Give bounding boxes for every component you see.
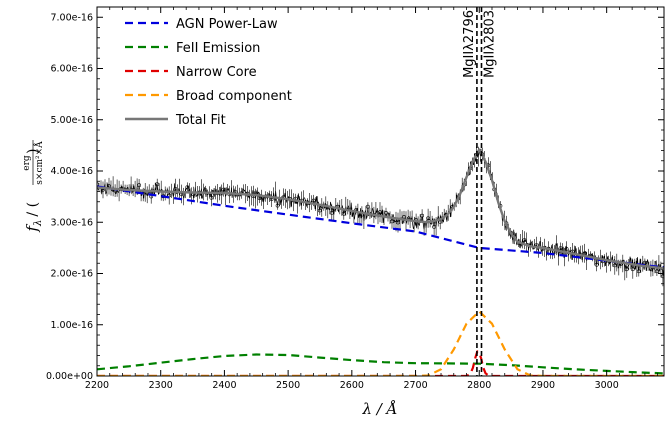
observed-point <box>522 238 527 243</box>
y-axis-label-symbol: f <box>23 224 41 233</box>
observed-point <box>390 219 394 224</box>
observed-point <box>661 274 664 279</box>
series-line-agn-power-law <box>97 185 664 269</box>
model-series <box>97 148 664 376</box>
x-tick-label: 2900 <box>531 380 555 391</box>
observed-point <box>155 182 160 187</box>
x-tick-label: 2400 <box>212 380 236 391</box>
observed-point <box>341 211 346 216</box>
observed-point <box>420 213 425 218</box>
observed-point <box>655 269 659 274</box>
y-tick-label: 2.00e-16 <box>50 269 93 280</box>
observed-point <box>185 185 190 190</box>
observed-point <box>221 187 226 192</box>
y-tick-label: 7.00e-16 <box>50 12 93 23</box>
y-axis-ticks: 0.00e+00 1.00e-16 2.00e-16 3.00e-16 4.00e-16… <box>46 12 664 382</box>
x-axis-label: λ / Å <box>362 400 398 418</box>
observed-point <box>624 267 629 272</box>
x-tick-label: 2500 <box>276 380 300 391</box>
observed-point <box>137 183 142 188</box>
x-tick-label: 2200 <box>85 380 109 391</box>
observed-point <box>432 224 437 229</box>
observed-point <box>275 203 280 208</box>
legend-label: AGN Power-Law <box>176 17 278 32</box>
observed-point <box>317 208 322 213</box>
y-tick-label: 3.00e-16 <box>50 217 93 228</box>
observed-point <box>636 269 641 274</box>
observed-point <box>564 246 569 251</box>
series-line-narrow-core <box>97 350 664 376</box>
x-tick-label: 3000 <box>595 380 619 391</box>
legend-label: Broad component <box>176 89 292 104</box>
y-tick-label: 1.00e-16 <box>50 320 93 331</box>
observed-point <box>396 220 400 225</box>
y-tick-label: 0.00e+00 <box>46 371 93 382</box>
series-line-total-fit <box>97 148 664 270</box>
legend-label: FeII Emission <box>176 41 260 56</box>
y-tick-label: 4.00e-16 <box>50 166 93 177</box>
observed-point <box>558 246 563 251</box>
y-axis-label-prefix: / ( <box>25 202 41 217</box>
x-axis-ticks: 2200 2300 2400 2500 2600 2700 2800 2900 3000 <box>85 7 659 391</box>
legend: AGN Power-Law FeII Emission Narrow Core Bro… <box>125 17 292 128</box>
observed-point <box>378 210 382 215</box>
observed-point <box>209 195 214 200</box>
legend-label: Narrow Core <box>176 65 257 80</box>
y-axis-label-subscript: λ <box>33 220 44 227</box>
x-tick-label: 2700 <box>403 380 427 391</box>
y-tick-label: 5.00e-16 <box>50 115 93 126</box>
y-axis-label-numerator: erg <box>22 155 32 171</box>
observed-point <box>329 210 334 215</box>
x-tick-label: 2800 <box>467 380 491 391</box>
y-axis-label: fλ/ () erg s×cm²×Å <box>22 140 45 233</box>
observed-point <box>384 210 388 215</box>
observed-point <box>630 267 635 272</box>
legend-label: Total Fit <box>175 113 226 128</box>
series-line-feii-emission <box>97 353 664 375</box>
series-line-broad-component <box>97 310 664 376</box>
vline-label-1: MgIIλ2796 <box>462 10 477 78</box>
y-tick-label: 6.00e-16 <box>50 64 93 75</box>
x-tick-label: 2300 <box>149 380 173 391</box>
x-tick-label: 2600 <box>340 380 364 391</box>
observed-point <box>365 204 370 209</box>
observed-point <box>173 186 178 191</box>
observed-point <box>311 198 316 203</box>
emission-line-markers: MgIIλ2796 MgIIλ2803 <box>462 7 497 376</box>
observed-point <box>426 216 431 221</box>
observed-point <box>612 263 617 268</box>
observed-point <box>594 262 599 267</box>
y-axis-label-denominator: s×cm²×Å <box>33 141 45 185</box>
vline-label-2: MgIIλ2803 <box>482 10 497 78</box>
